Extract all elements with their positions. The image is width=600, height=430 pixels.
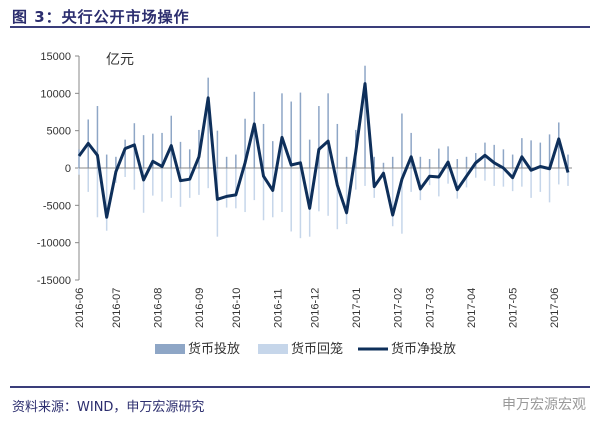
x-tick-label: 2016-11 <box>272 288 284 328</box>
x-tick-label: 2016-09 <box>194 288 206 328</box>
legend-label: 货币回笼 <box>291 341 343 356</box>
x-tick-label: 2016-07 <box>111 288 123 328</box>
y-tick-label: -10000 <box>37 238 71 250</box>
x-tick-label: 2017-04 <box>466 288 478 328</box>
legend-swatch <box>358 347 388 351</box>
x-tick-label: 2017-05 <box>508 288 520 328</box>
y-tick-label: 5000 <box>47 126 71 138</box>
x-tick-label: 2017-02 <box>392 288 404 328</box>
legend-swatch <box>155 344 185 354</box>
source-note: 资料来源：WIND，申万宏源研究 <box>12 400 205 415</box>
x-tick-label: 2016-10 <box>231 288 243 328</box>
legend-label: 货币净投放 <box>391 341 456 356</box>
y-tick-label: 15000 <box>40 51 71 63</box>
x-tick-label: 2017-06 <box>549 288 561 328</box>
watermark: 申万宏源宏观 <box>502 397 586 413</box>
x-tick-label: 2016-12 <box>309 288 321 328</box>
net-line <box>77 82 570 219</box>
chart: 亿元 150001000050000-5000-10000-150002016-… <box>37 51 572 356</box>
footer-rule <box>10 386 590 388</box>
x-tick-label: 2017-03 <box>425 288 437 328</box>
y-tick-label: 0 <box>65 163 71 175</box>
x-tick-label: 2016-08 <box>152 288 164 328</box>
y-tick-label: -15000 <box>37 275 71 287</box>
y-tick-label: -5000 <box>43 200 71 212</box>
legend-label: 货币投放 <box>188 341 240 356</box>
unit-label: 亿元 <box>106 51 134 67</box>
legend-swatch <box>258 344 288 354</box>
y-tick-label: 10000 <box>40 88 71 100</box>
x-tick-label: 2017-01 <box>351 288 363 328</box>
x-tick-label: 2016-06 <box>74 288 86 328</box>
title-rule <box>10 26 590 28</box>
figure-title: 图 3：央行公开市场操作 <box>12 8 190 26</box>
